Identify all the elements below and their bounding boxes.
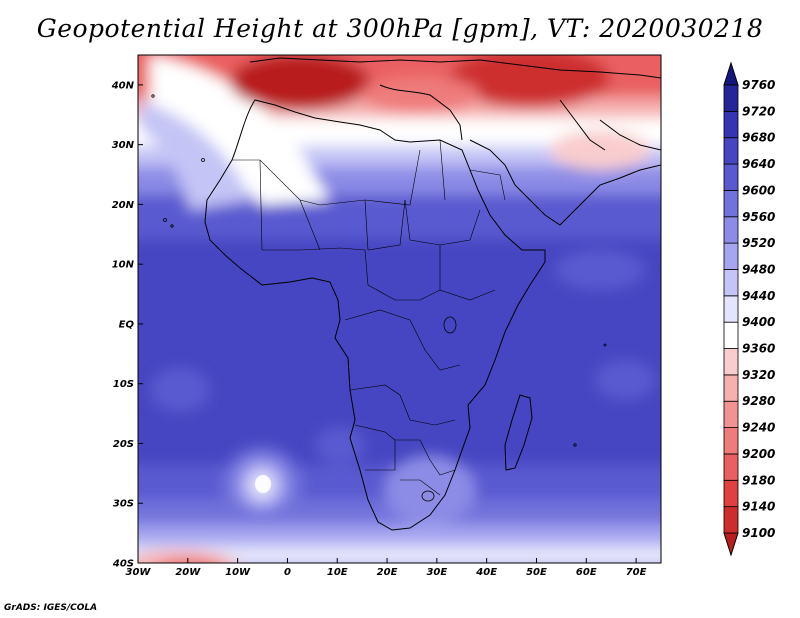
lat-tick-label: 40S xyxy=(112,559,134,570)
lon-tick-label: 20W xyxy=(175,567,201,578)
lat-tick-label: 10S xyxy=(113,379,134,390)
colorbar-segment xyxy=(723,269,739,297)
colorbar-label: 9440 xyxy=(742,289,775,303)
lon-tick-label: 60E xyxy=(576,567,597,578)
lat-tick-label: 30N xyxy=(112,140,135,151)
lon-tick-label: 40E xyxy=(475,567,497,578)
colorbar-label: 9720 xyxy=(742,104,775,118)
colorbar-segment xyxy=(723,137,739,165)
lat-tick-label: 10N xyxy=(112,260,135,271)
lon-tick-label: 10W xyxy=(225,567,251,578)
lat-tick-label: 20N xyxy=(112,200,135,211)
lon-tick-label: 20E xyxy=(377,567,398,578)
colorbar-label: 9200 xyxy=(742,447,775,461)
colorbar-bottom-arrow xyxy=(723,532,739,557)
colorbar-segment xyxy=(723,348,739,376)
colorbar-label: 9140 xyxy=(742,500,775,514)
lon-tick-label: 30E xyxy=(426,567,447,578)
colorbar-segment xyxy=(723,295,739,323)
colorbar: 9100 9140 9180 9200 9240 9280 9320 9360 9400 9440… xyxy=(723,61,775,557)
page-title: Geopotential Height at 300hPa [gpm], VT:… xyxy=(36,14,764,43)
colorbar-segment xyxy=(723,216,739,244)
colorbar-label: 9520 xyxy=(742,236,775,250)
colorbar-segment xyxy=(723,506,739,534)
country-borders xyxy=(232,139,506,496)
colorbar-label: 9100 xyxy=(742,526,775,540)
colorbar-label: 9320 xyxy=(742,368,775,382)
colorbar-segment xyxy=(723,190,739,218)
colorbar-segment xyxy=(723,110,739,139)
lon-tick-label: 30W xyxy=(126,567,152,578)
height-field xyxy=(138,55,661,563)
colorbar-segment xyxy=(723,321,739,349)
longitude-ticks: 30W 20W 10W 0 10E 20E 30E 40E 50E 60E 70E xyxy=(126,558,647,578)
colorbar-top-arrow xyxy=(723,61,739,86)
colorbar-segment xyxy=(723,400,739,428)
colorbar-label: 9560 xyxy=(742,210,775,224)
colorbar-segment xyxy=(723,242,739,270)
lat-tick-label: EQ xyxy=(119,319,135,330)
colorbar-label: 9240 xyxy=(742,421,775,435)
latitude-ticks: 40N 30N 20N 10N EQ 10S 20S 30S 40S xyxy=(111,80,143,570)
colorbar-segment xyxy=(723,427,739,455)
lat-tick-label: 30S xyxy=(113,499,134,510)
colorbar-segment xyxy=(723,453,739,481)
lon-tick-label: 0 xyxy=(284,567,291,578)
colorbar-label: 9400 xyxy=(742,315,775,329)
lon-tick-label: 10E xyxy=(327,567,348,578)
colorbar-segment xyxy=(723,163,739,191)
colorbar-label: 9640 xyxy=(742,157,775,171)
colorbar-label: 9180 xyxy=(742,473,775,487)
colorbar-label: 9480 xyxy=(742,262,775,276)
colorbar-segment xyxy=(723,479,739,508)
colorbar-label: 9760 xyxy=(742,78,775,92)
colorbar-segment xyxy=(723,84,739,112)
map-frame xyxy=(137,54,662,564)
footer-credit: GrADS: IGES/COLA xyxy=(4,603,98,613)
colorbar-segment xyxy=(723,374,739,402)
lat-tick-label: 20S xyxy=(113,439,134,450)
lat-tick-label: 40N xyxy=(111,80,135,91)
colorbar-label: 9680 xyxy=(742,131,775,145)
colorbar-label: 9280 xyxy=(742,394,775,408)
colorbar-label: 9600 xyxy=(742,183,775,197)
colorbar-label: 9360 xyxy=(742,342,775,356)
lon-tick-label: 70E xyxy=(626,567,647,578)
lon-tick-label: 50E xyxy=(526,567,547,578)
